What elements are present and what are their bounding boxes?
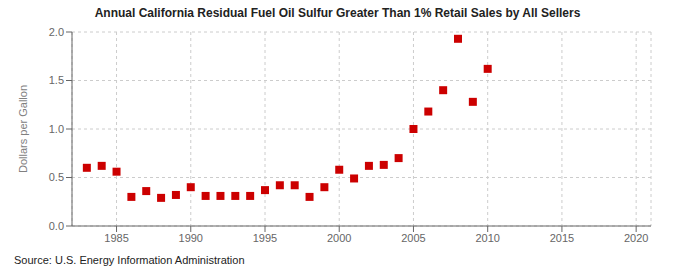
svg-text:1.5: 1.5	[49, 74, 64, 86]
svg-text:0.5: 0.5	[49, 171, 64, 183]
svg-text:1995: 1995	[253, 232, 277, 244]
svg-text:1.0: 1.0	[49, 123, 64, 135]
svg-text:1985: 1985	[104, 232, 128, 244]
svg-text:1990: 1990	[179, 232, 203, 244]
html-text:Annual California Residual Fue: Annual California Residual Fuel Oil Sulf…	[94, 6, 581, 20]
svg-text:Dollars per Gallon: Dollars per Gallon	[17, 85, 29, 173]
svg-text:2005: 2005	[401, 232, 425, 244]
svg-text:2.0: 2.0	[49, 26, 64, 38]
svg-text:2010: 2010	[475, 232, 499, 244]
svg-text:2000: 2000	[327, 232, 351, 244]
svg-text:2020: 2020	[624, 232, 648, 244]
svg-text:0.0: 0.0	[49, 220, 64, 232]
html-text:Source: U.S. Energy Informatio: Source: U.S. Energy Information Administ…	[14, 254, 245, 266]
svg-text:2015: 2015	[550, 232, 574, 244]
